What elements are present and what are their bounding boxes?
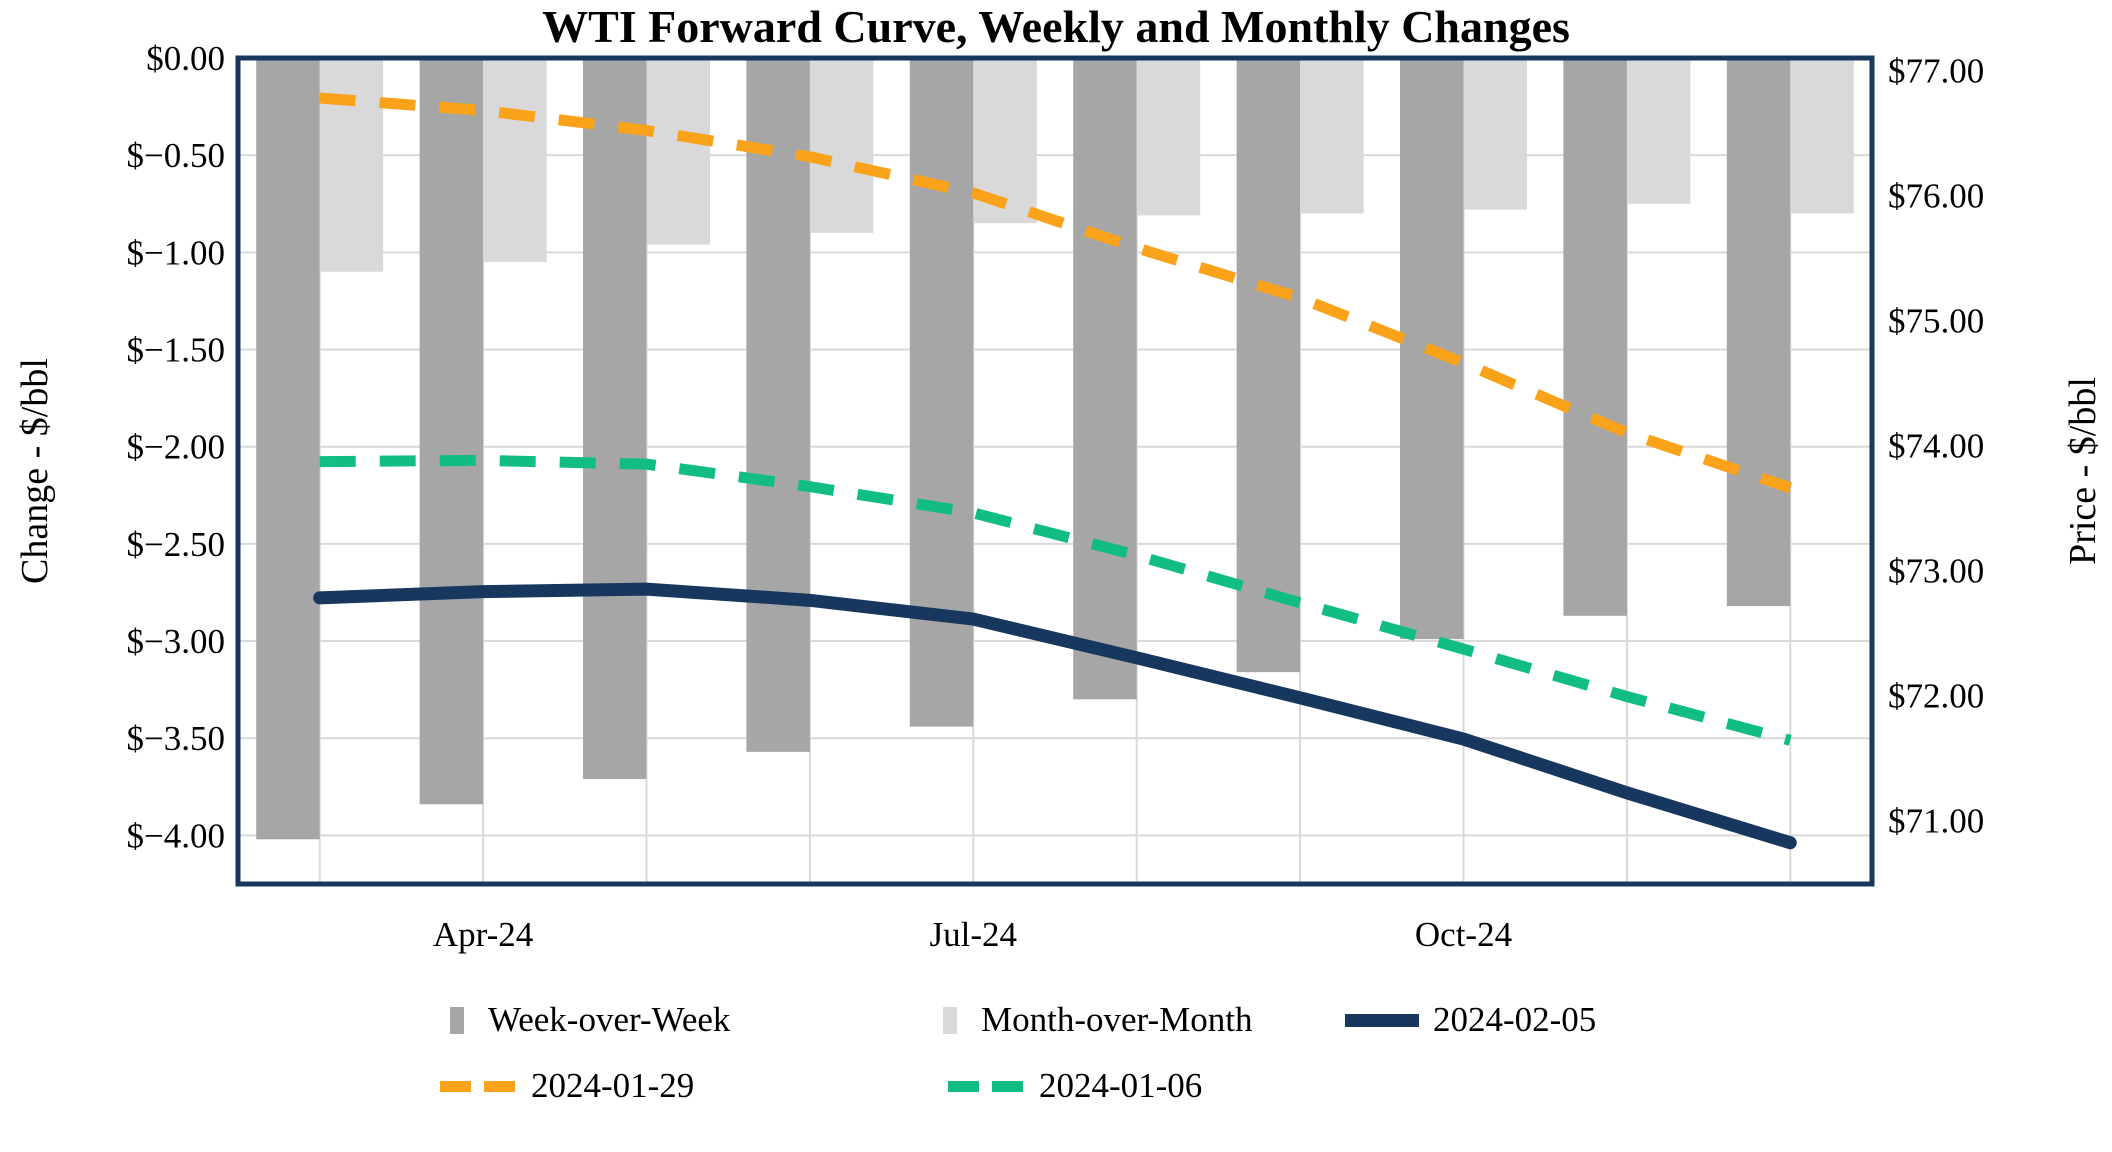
bar-month-over-month [1790, 58, 1854, 214]
bar-month-over-month [1626, 58, 1691, 204]
legend-item-2024-02-05: 2024-02-05 [1345, 1000, 1596, 1040]
legend-item-2024-01-29: 2024-01-29 [440, 1066, 694, 1106]
legend-item-2024-01-06: 2024-01-06 [948, 1066, 1202, 1106]
right-axis-tick-label: $74.00 [1888, 426, 1984, 465]
legend-label: 2024-01-29 [531, 1066, 695, 1105]
left-axis-tick-label: $−3.50 [127, 719, 226, 758]
bar-month-over-month [483, 58, 547, 263]
green-dashed-swatch-icon [948, 1080, 1023, 1092]
bar-week-over-week [256, 58, 320, 840]
legend-item-month-over-month: Month-over-Month [943, 1000, 1253, 1040]
right-axis-tick-label: $72.00 [1888, 676, 1984, 715]
bar-week-over-week [746, 58, 810, 752]
line-2024-02-05 [313, 582, 1797, 850]
legend-label: 2024-02-05 [1433, 1000, 1597, 1039]
bar-week-over-week [583, 58, 647, 780]
right-axis-tick-label: $76.00 [1888, 176, 1984, 215]
left-axis-tick-label: $−2.50 [127, 525, 226, 564]
x-axis-tick-label: Apr-24 [433, 915, 533, 954]
bar-month-over-month [1463, 58, 1527, 210]
left-axis-title: Change - $/bbl [14, 358, 56, 584]
right-axis-tick-label: $71.00 [1888, 801, 1984, 840]
bar-month-over-month [319, 58, 384, 272]
right-axis-title: Price - $/bbl [2062, 377, 2104, 565]
plot-border [235, 55, 1875, 887]
bar-week-over-week [1726, 58, 1791, 607]
bar-month-over-month [646, 58, 710, 245]
legend-label: 2024-01-06 [1039, 1066, 1203, 1105]
bar-month-over-month [809, 58, 874, 233]
legend-label: Month-over-Month [981, 1000, 1253, 1039]
solid-line-swatch-icon [1345, 1013, 1419, 1027]
left-axis-tick-label: $−4.00 [127, 816, 226, 855]
bar-month-over-month [1136, 58, 1201, 216]
right-axis-tick-label: $73.00 [1888, 551, 1984, 590]
line-2024-01-29 [319, 92, 1793, 494]
x-axis-tick-label: Oct-24 [1415, 915, 1512, 954]
bar-week-over-week [1236, 58, 1301, 673]
x-axis-tick-label: Jul-24 [930, 915, 1018, 954]
left-axis-tick-label: $−1.00 [127, 233, 226, 272]
left-axis-tick-label: $−3.00 [127, 622, 226, 661]
left-axis-tick-label: $−0.50 [127, 136, 226, 175]
right-axis-tick-label: $77.00 [1888, 51, 1984, 90]
chart-title: WTI Forward Curve, Weekly and Monthly Ch… [542, 1, 1570, 52]
bar-week-over-week [909, 58, 974, 727]
week-over-week-swatch-icon [450, 1006, 464, 1034]
bar-week-over-week [419, 58, 484, 805]
bar-week-over-week [1073, 58, 1137, 700]
bar-month-over-month [1300, 58, 1364, 214]
bar-week-over-week [1563, 58, 1627, 616]
line-2024-01-06 [319, 454, 1792, 746]
legend-item-week-over-week: Week-over-Week [450, 1000, 730, 1040]
right-axis-tick-label: $75.00 [1888, 301, 1984, 340]
left-axis-tick-label: $−1.50 [127, 331, 226, 370]
orange-dashed-swatch-icon [440, 1080, 515, 1092]
left-axis-tick-label: $−2.00 [127, 428, 226, 467]
left-axis-tick-label: $0.00 [146, 39, 225, 78]
legend-label: Week-over-Week [488, 1000, 731, 1039]
month-over-month-swatch-icon [943, 1006, 957, 1034]
